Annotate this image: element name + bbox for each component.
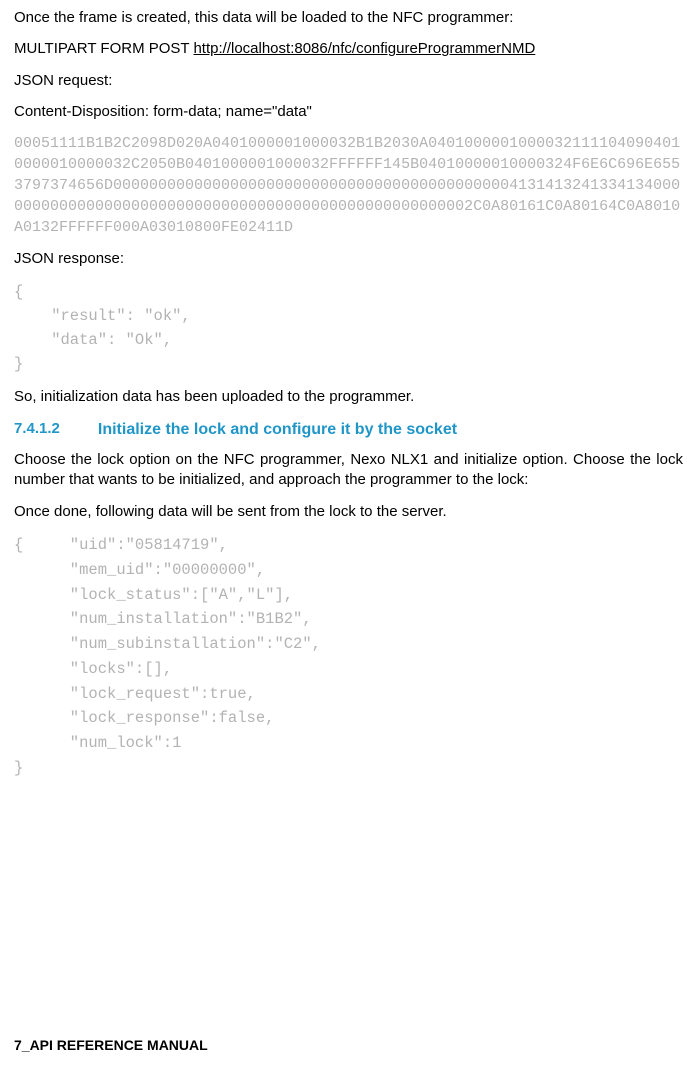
section-title: Initialize the lock and configure it by …: [98, 419, 457, 441]
intro-paragraph-2: So, initialization data has been uploade…: [14, 387, 683, 407]
multipart-line: MULTIPART FORM POST http://localhost:808…: [14, 39, 683, 59]
section-number: 7.4.1.2: [14, 419, 60, 441]
json-response-label: JSON response:: [14, 249, 683, 269]
multipart-prefix: MULTIPART FORM POST: [14, 40, 193, 57]
hex-payload: 00051111B1B2C2098D020A0401000001000032B1…: [14, 133, 683, 238]
content-disposition: Content-Disposition: form-data; name="da…: [14, 102, 683, 122]
json-response-body: { "result": "ok", "data": "Ok", }: [14, 280, 683, 376]
page-footer: 7_API REFERENCE MANUAL: [14, 1036, 208, 1055]
multipart-url: http://localhost:8086/nfc/configureProgr…: [193, 40, 535, 57]
section-code: { "uid":"05814719", "mem_uid":"00000000"…: [14, 533, 683, 781]
section-paragraph-1: Choose the lock option on the NFC progra…: [14, 450, 683, 491]
intro-paragraph-1: Once the frame is created, this data wil…: [14, 8, 683, 28]
section-heading: 7.4.1.2 Initialize the lock and configur…: [14, 419, 683, 441]
json-request-label: JSON request:: [14, 71, 683, 91]
section-paragraph-2: Once done, following data will be sent f…: [14, 502, 683, 522]
